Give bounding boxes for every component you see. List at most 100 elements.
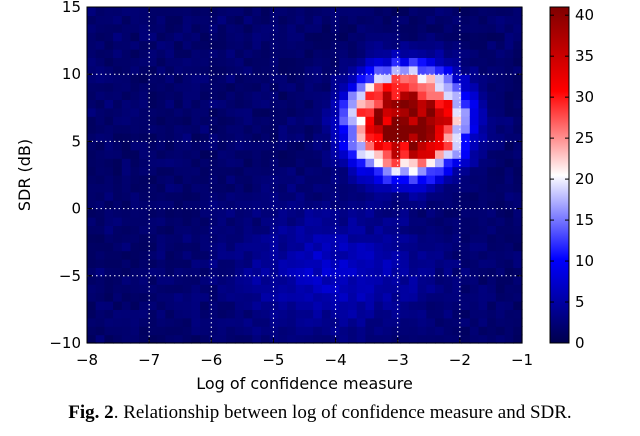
heatmap-cell [339,133,349,142]
heatmap-cell [461,183,471,193]
heatmap-cell [435,107,445,117]
heatmap-cell [174,292,184,302]
heatmap-cell [426,292,436,302]
heatmap-cell [165,200,175,210]
heatmap-cell [469,317,480,327]
heatmap-cell [147,326,158,336]
heatmap-cell [365,65,375,75]
heatmap-cell [321,49,332,58]
heatmap-cell [226,317,236,327]
heatmap-cell [330,284,340,294]
heatmap-cell [113,99,123,109]
heatmap-cell [287,74,297,84]
heatmap-cell [287,233,297,243]
colorbar-tick-label: 20 [575,170,594,188]
heatmap-cell [147,242,158,252]
heatmap-cell [504,40,514,50]
heatmap-cell [400,40,410,50]
heatmap-cell [304,326,314,336]
heatmap-cell [156,267,166,277]
heatmap-cell [495,149,506,159]
heatmap-cell [252,217,262,226]
heatmap-cell [374,275,384,285]
heatmap-cell [243,292,253,302]
heatmap-cell [408,149,419,159]
heatmap-cell [321,208,332,218]
heatmap-cell [269,267,279,277]
heatmap-cell [417,141,427,151]
heatmap-cell [495,65,506,75]
heatmap-cell [87,124,97,134]
heatmap-cell [495,23,506,33]
heatmap-cell [504,7,514,16]
caption-text: . Relationship between log of confidence… [113,402,572,423]
heatmap-cell [121,208,132,218]
heatmap-cell [365,158,375,168]
heatmap-cell [417,133,427,142]
heatmap-cell [339,200,349,210]
heatmap-cell [435,225,445,235]
heatmap-cell [147,267,158,277]
heatmap-cell [374,242,384,252]
heatmap-cell [252,284,262,294]
heatmap-cell [261,267,271,277]
heatmap-cell [487,267,497,277]
heatmap-cell [408,267,419,277]
heatmap-cell [304,57,314,67]
heatmap-cell [234,200,245,210]
heatmap-cell [435,250,445,260]
heatmap-cell [130,141,140,151]
heatmap-cell [208,82,219,92]
heatmap-cell [374,166,384,176]
heatmap-cell [269,301,279,310]
heatmap-cell [261,116,271,126]
heatmap-cell [452,116,462,126]
heatmap-cell [391,208,401,218]
heatmap-cell [113,275,123,285]
heatmap-cell [348,259,358,268]
heatmap-cell [278,149,288,159]
heatmap-cell [426,82,436,92]
heatmap-cell [252,32,262,42]
heatmap-cell [478,49,488,58]
heatmap-cell [113,15,123,25]
heatmap-cell [426,15,436,25]
heatmap-cell [252,250,262,260]
heatmap-cell [417,208,427,218]
heatmap-cell [130,57,140,67]
heatmap-cell [252,326,262,336]
heatmap-cell [461,200,471,210]
heatmap-cell [278,309,288,319]
heatmap-cell [191,65,201,75]
heatmap-cell [234,217,245,226]
heatmap-cell [400,133,410,142]
heatmap-cell [147,191,158,201]
y-axis-label: SDR (dB) [15,139,34,211]
heatmap-cell [191,217,201,226]
heatmap-cell [208,99,219,109]
heatmap-cell [356,99,366,109]
heatmap-cell [435,7,445,16]
heatmap-cell [287,91,297,100]
heatmap-cell [113,250,123,260]
heatmap-cell [313,124,323,134]
heatmap-cell [130,65,140,75]
heatmap-cell [165,158,175,168]
heatmap-cell [269,91,279,100]
heatmap-cell [226,32,236,42]
heatmap-cell [243,99,253,109]
heatmap-cell [348,107,358,117]
heatmap-cell [121,15,132,25]
heatmap-cell [278,217,288,226]
heatmap-cell [417,200,427,210]
heatmap-cell [174,149,184,159]
heatmap-cell [356,301,366,310]
heatmap-cell [391,183,401,193]
y-tick-label: 15 [62,0,81,16]
heatmap-cell [417,158,427,168]
heatmap-cell [269,175,279,184]
heatmap-cell [495,317,506,327]
heatmap-cell [182,301,192,310]
heatmap-cell [104,200,114,210]
heatmap-cell [469,57,480,67]
